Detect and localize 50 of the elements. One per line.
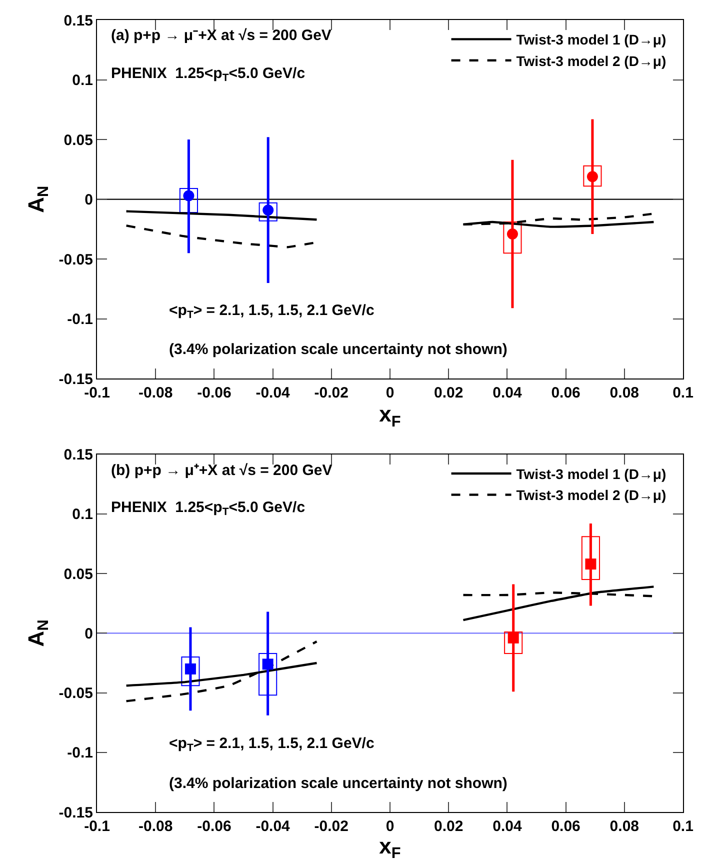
annotation: <p$_{T}$> = 2.1, 1.5, 1.5, 2.1 GeV/c [169, 735, 374, 754]
y-tick-label: -0.05 [58, 251, 93, 268]
y-tick-label: 0 [84, 192, 93, 209]
annotation: (b) p+p → μ⁺+X at √s = 200 GeV [111, 462, 332, 479]
point [585, 558, 596, 570]
x-axis-title: x$_{F}$ [379, 833, 401, 862]
y-tick-label: -0.1 [67, 311, 93, 328]
x-tick-label: -0.04 [256, 818, 291, 835]
y-tick-label: 0.1 [72, 72, 93, 90]
annotation: <p$_{T}$> = 2.1, 1.5, 1.5, 2.1 GeV/c [169, 302, 374, 322]
x-tick-label: 0.02 [434, 818, 464, 835]
y-tick-label: 0 [84, 625, 93, 642]
x-tick-label: 0.06 [551, 384, 580, 402]
y-tick-label: -0.15 [58, 804, 93, 822]
x-tick-label: -0.06 [197, 384, 232, 402]
x-tick-label: 0 [386, 818, 394, 835]
y-tick-label: 0.05 [64, 132, 93, 149]
x-tick-label: -0.06 [197, 818, 232, 835]
x-tick-label: 0.02 [434, 384, 464, 402]
x-tick-label: -0.04 [256, 384, 291, 402]
x-tick-label: 0.08 [610, 384, 639, 402]
y-tick-label: -0.1 [67, 744, 93, 762]
y-tick-label: 0.15 [64, 12, 93, 30]
x-tick-label: -0.02 [314, 384, 348, 402]
x-tick-label: 0.04 [492, 384, 522, 402]
annotation: (3.4% polarization scale uncertainty not shown) [169, 341, 508, 358]
x-tick-label: 0.04 [492, 818, 522, 835]
annotation: PHENIX 1.25<p$_{T}$<5.0 GeV/c [111, 65, 306, 84]
y-tick-label: 0.05 [64, 566, 93, 583]
y-tick-label: 0.1 [72, 506, 93, 524]
x-tick-label: -0.08 [138, 384, 173, 402]
annotation: PHENIX 1.25<p$_{T}$<5.0 GeV/c [111, 499, 306, 518]
y-tick-label: -0.05 [58, 685, 93, 702]
x-tick-label: 0.08 [610, 818, 639, 835]
x-tick-label: 0 [386, 384, 394, 402]
legend-label: Twist-3 model 2 (D→μ) [516, 52, 666, 69]
y-tick-label: -0.15 [58, 370, 93, 388]
legend-label: Twist-3 model 1 (D→μ) [516, 466, 666, 482]
x-tick-label: -0.08 [138, 818, 173, 835]
x-tick-label: 0.06 [551, 818, 580, 835]
legend-label: Twist-3 model 2 (D→μ) [516, 487, 666, 504]
annotation: (a) p+p → μ⁻+X at √s = 200 GeV [111, 27, 332, 44]
x-tick-label: -0.02 [314, 818, 348, 835]
legend-label: Twist-3 model 1 (D→μ) [516, 32, 666, 48]
point [262, 658, 274, 670]
x-tick-label: 0.1 [672, 818, 694, 835]
annotation: (3.4% polarization scale uncertainty not shown) [169, 775, 508, 792]
y-tick-label: 0.15 [64, 446, 93, 464]
x-tick-label: 0.1 [672, 384, 694, 402]
x-axis-title: x$_{F}$ [379, 402, 401, 430]
